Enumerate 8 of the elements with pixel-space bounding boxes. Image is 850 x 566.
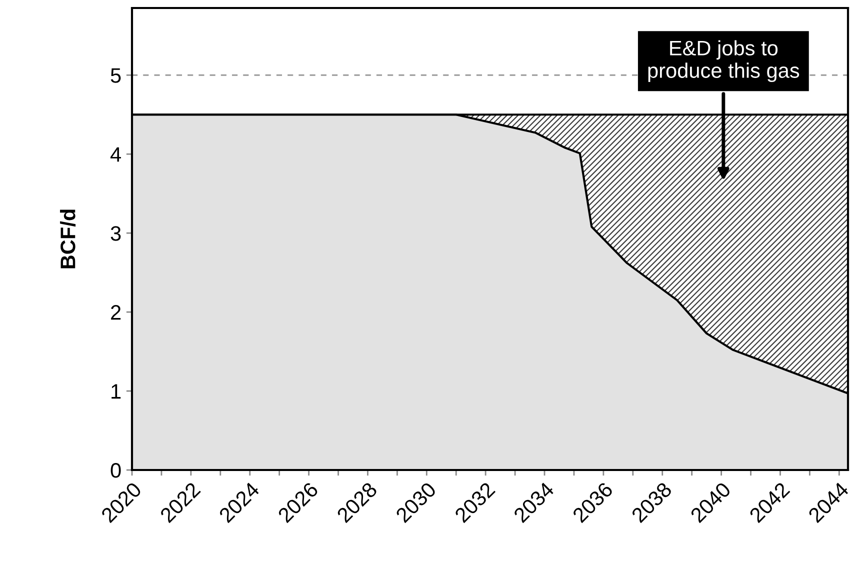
y-tick-label: 2 [111,305,121,320]
y-tick-label: 5 [110,68,121,83]
y-tick-label: 3 [110,226,121,241]
annotation: E&D jobs to produce this gas [648,40,800,82]
y-tick-label: 0 [110,463,121,478]
y-axis-title: BCF/d [60,210,76,268]
y-tick-label: 1 [112,384,121,399]
y-tick-label: 4 [110,147,121,162]
